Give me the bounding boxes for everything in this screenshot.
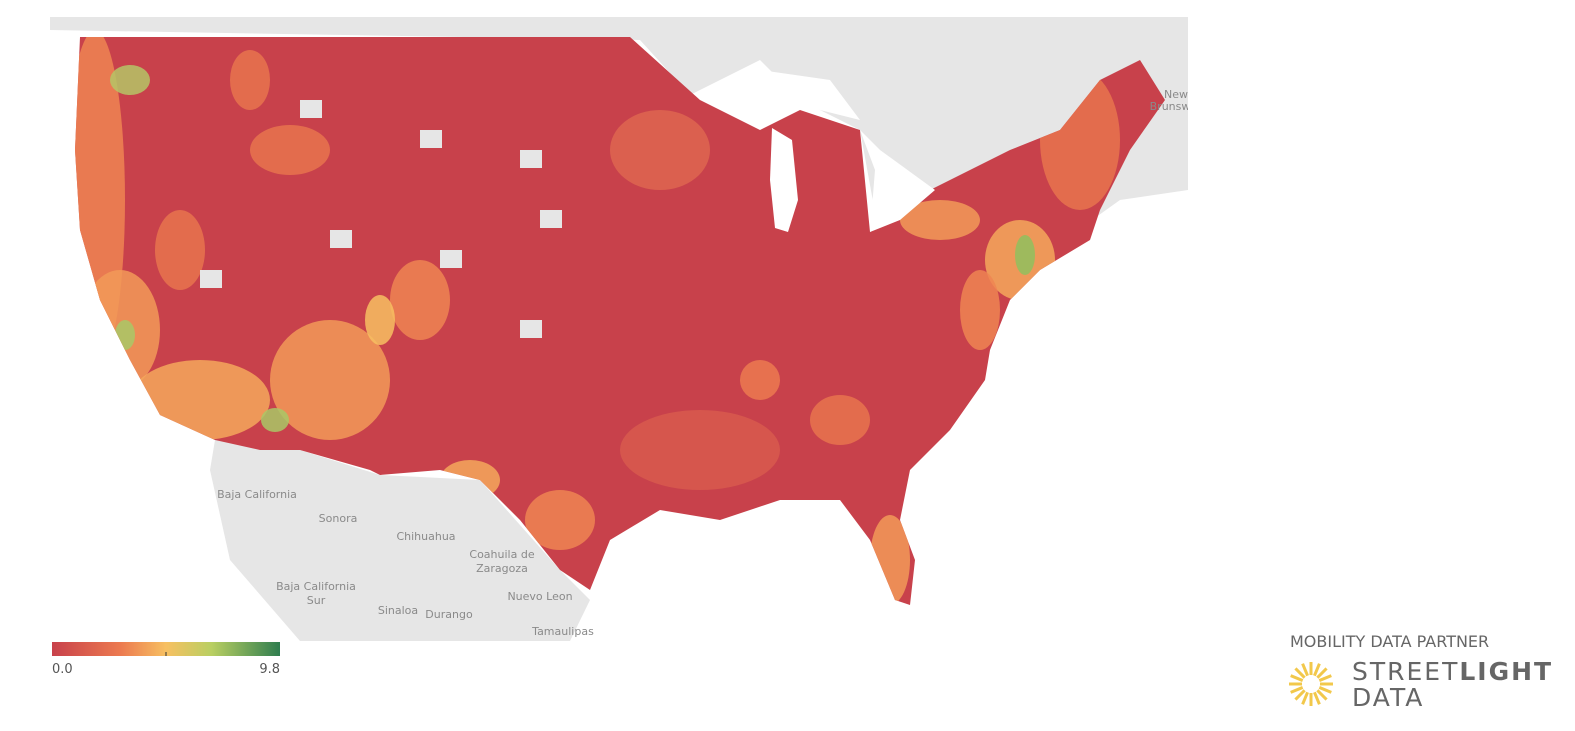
map-label: New [1164,88,1188,101]
legend-max: 9.8 [259,662,280,677]
logo-ray [1313,691,1321,705]
lake-huron [860,130,935,232]
county-patch [230,50,270,110]
logo-ray [1301,691,1309,705]
county-patch [610,110,710,190]
county-patch [960,270,1000,350]
logo-ray [1316,667,1328,679]
county-patch [270,320,390,440]
county-patch [900,200,980,240]
map-label: Brunsw [1150,100,1191,113]
lake-superior [700,70,860,120]
mexico [210,440,590,641]
logo-ray [1290,686,1304,694]
logo-word: STREET [1352,657,1459,686]
no-data-county [330,230,352,248]
logo-ray [1290,674,1304,682]
map-label: Nuevo Leon [507,590,572,603]
logo-ray [1318,686,1332,694]
county-patch [261,408,289,432]
map-label: Sinaloa [378,604,418,617]
county-patch [250,125,330,175]
county-patches [75,37,1120,605]
logo-ray [1316,689,1328,701]
county-patch [155,210,205,290]
united-states [75,37,1165,605]
legend-bar [52,642,280,656]
no-data-county [440,250,462,268]
map-label: Coahuila de [469,548,534,561]
logo-tagline: MOBILITY DATA PARTNER [1290,632,1489,651]
map-label: Baja California [217,488,297,501]
logo-word: LIGHT [1459,657,1553,686]
no-data-county [540,210,562,228]
legend-min: 0.0 [52,662,73,677]
county-patch [740,360,780,400]
map-label: Sonora [319,512,358,525]
logo-icon [1289,662,1333,706]
logo-ray [1294,689,1306,701]
county-patch [1015,235,1035,275]
county-patch [620,410,780,490]
county-patch [810,395,870,445]
map-panel: Baja California Sonora Chihuahua Coahuil… [50,17,1191,641]
logo-ray [1294,667,1306,679]
map-label: Zaragoza [476,562,528,575]
map-label: Durango [425,608,473,621]
logo-ray [1318,674,1332,682]
map-label: Baja California [276,580,356,593]
map-label: Chihuahua [396,530,455,543]
no-data-county [300,100,322,118]
no-data-county [520,320,542,338]
logo-wordmark: STREETLIGHT [1352,657,1553,686]
map-label: Tamaulipas [531,625,594,638]
logo-word: DATA [1352,683,1424,712]
logo-ray [1313,663,1321,677]
no-data-county [520,150,542,168]
no-data-county [200,270,222,288]
county-patch [110,65,150,95]
no-data-county [420,130,442,148]
county-patch [525,490,595,550]
county-patch [390,260,450,340]
lake-michigan [770,128,798,232]
logo-ray [1301,663,1309,677]
map-label: Sur [307,594,326,607]
county-patch [365,295,395,345]
